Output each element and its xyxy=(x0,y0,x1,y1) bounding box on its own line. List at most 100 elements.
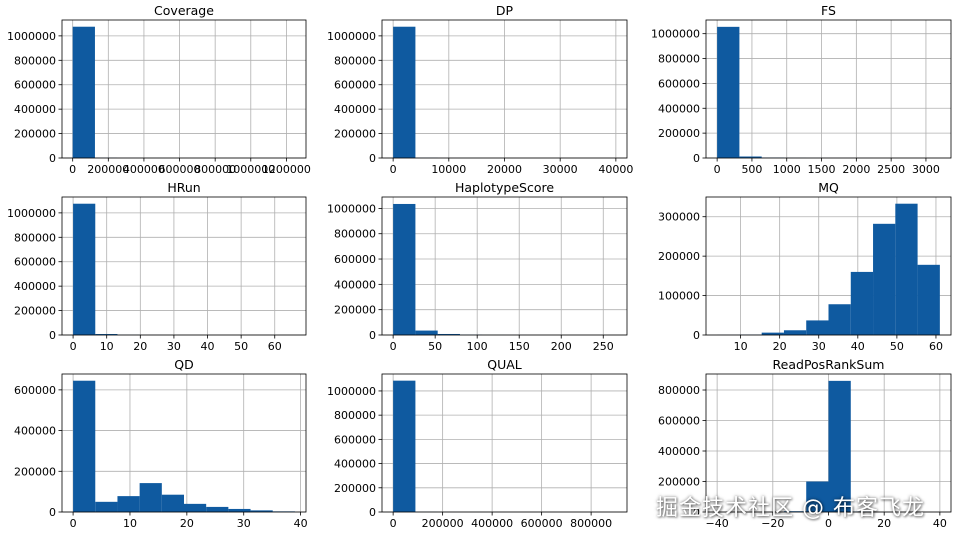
x-tick-label: 250 xyxy=(593,340,614,353)
x-tick-label: 600000 xyxy=(521,517,563,530)
y-tick-label: 0 xyxy=(49,329,56,342)
histogram-bar xyxy=(717,26,740,159)
x-tick-label: 10000 xyxy=(431,163,466,176)
y-tick-label: 0 xyxy=(369,506,376,519)
histogram-bar xyxy=(117,496,140,512)
y-tick-label: 200000 xyxy=(658,250,700,263)
histogram-bar xyxy=(161,494,184,512)
x-tick-label: 10 xyxy=(123,517,137,530)
y-tick-label: 200000 xyxy=(334,128,376,141)
x-tick-label: 0 xyxy=(714,163,721,176)
y-tick-label: 400000 xyxy=(658,102,700,115)
histogram-bar xyxy=(139,483,162,512)
y-tick-label: 0 xyxy=(369,152,376,165)
x-tick-label: 40000 xyxy=(598,163,633,176)
x-tick-label: 0 xyxy=(70,340,77,353)
axes-frame xyxy=(705,19,952,159)
x-tick-label: 30 xyxy=(812,340,826,353)
y-tick-label: 800000 xyxy=(658,53,700,66)
histogram-bar xyxy=(184,503,207,512)
y-tick-label: 200000 xyxy=(658,476,700,489)
x-tick-label: 50 xyxy=(890,340,904,353)
y-tick-label: 300000 xyxy=(658,211,700,224)
x-tick-label: 0 xyxy=(390,340,397,353)
axes-frame xyxy=(381,373,628,513)
y-tick-label: 0 xyxy=(49,152,56,165)
x-tick-label: −20 xyxy=(761,517,784,530)
histogram-bar xyxy=(393,380,416,512)
x-tick-label: 1000 xyxy=(773,163,801,176)
y-tick-label: 0 xyxy=(693,329,700,342)
subplot-title: HRun xyxy=(167,180,200,195)
y-tick-label: 200000 xyxy=(14,305,56,318)
y-tick-label: 400000 xyxy=(334,103,376,116)
y-tick-label: 400000 xyxy=(658,445,700,458)
y-tick-label: 400000 xyxy=(14,425,56,438)
x-tick-label: 0 xyxy=(70,517,77,530)
y-tick-label: 400000 xyxy=(14,280,56,293)
histogram-bar xyxy=(917,264,940,335)
watermark-text: 掘金技术社区 @ 布客飞龙 xyxy=(656,496,925,521)
histogram-bar xyxy=(739,156,762,158)
histogram-bar xyxy=(828,304,851,335)
histogram-bar xyxy=(393,26,416,159)
x-tick-label: 30000 xyxy=(543,163,578,176)
y-tick-label: 1000000 xyxy=(651,28,700,41)
subplot-title: DP xyxy=(496,3,514,18)
x-tick-label: 800000 xyxy=(194,163,236,176)
x-tick-label: 60 xyxy=(268,340,282,353)
x-tick-label: 40 xyxy=(933,517,947,530)
subplot-title: QUAL xyxy=(487,357,522,372)
axes-frame xyxy=(61,19,307,159)
histogram-bar xyxy=(806,481,829,512)
y-tick-label: 400000 xyxy=(14,103,56,116)
x-tick-label: 40 xyxy=(851,340,865,353)
histogram-bar xyxy=(895,203,918,335)
x-tick-label: 800000 xyxy=(570,517,612,530)
x-tick-label: 20000 xyxy=(487,163,522,176)
x-tick-label: 10 xyxy=(100,340,114,353)
subplot-readposranksum: −40 −20 0 20 40 0 200000 400000 600000 800000 Read… xyxy=(658,357,952,530)
histogram-bar xyxy=(228,508,251,512)
y-tick-label: 600000 xyxy=(334,253,376,266)
histogram-bar xyxy=(73,380,96,512)
y-tick-label: 800000 xyxy=(334,409,376,422)
y-tick-label: 400000 xyxy=(334,458,376,471)
x-tick-label: 100 xyxy=(467,340,488,353)
x-tick-label: 60 xyxy=(929,340,943,353)
subplot-mq: 10 20 30 40 50 60 0 100000 200000 300000 MQ xyxy=(658,180,952,353)
x-tick-label: 0 xyxy=(390,517,397,530)
y-tick-label: 800000 xyxy=(14,231,56,244)
x-tick-label: 40 xyxy=(294,517,308,530)
y-tick-label: 600000 xyxy=(14,79,56,92)
x-tick-label: 500 xyxy=(741,163,762,176)
y-tick-label: 0 xyxy=(369,329,376,342)
y-tick-label: 600000 xyxy=(334,433,376,446)
y-tick-label: 100000 xyxy=(658,290,700,303)
y-tick-label: 600000 xyxy=(14,384,56,397)
x-tick-label: 2500 xyxy=(877,163,905,176)
y-tick-label: 800000 xyxy=(14,54,56,67)
x-tick-label: 1500 xyxy=(808,163,836,176)
y-tick-label: 1000000 xyxy=(327,30,376,43)
histogram-bar xyxy=(73,203,96,335)
histogram-bar xyxy=(806,320,829,335)
y-tick-label: 400000 xyxy=(334,278,376,291)
subplot-title: HaplotypeScore xyxy=(455,180,554,195)
subplot-title: ReadPosRankSum xyxy=(773,357,885,372)
histogram-bar xyxy=(761,332,784,335)
y-tick-label: 0 xyxy=(49,506,56,519)
histogram-bar xyxy=(95,334,118,335)
histogram-bar xyxy=(437,333,460,335)
x-tick-label: 30 xyxy=(237,517,251,530)
subplot-title: Coverage xyxy=(154,3,214,18)
subplot-hrun: 0 10 20 30 40 50 60 0 200000 400000 600000 800000 10… xyxy=(7,180,307,353)
y-tick-label: 600000 xyxy=(658,77,700,90)
subplot-title: MQ xyxy=(818,180,839,195)
x-tick-label: 20 xyxy=(180,517,194,530)
x-tick-label: 200 xyxy=(551,340,572,353)
y-tick-label: 200000 xyxy=(334,304,376,317)
y-tick-label: 200000 xyxy=(14,128,56,141)
histogram-bar xyxy=(783,330,807,335)
y-tick-label: 600000 xyxy=(658,415,700,428)
